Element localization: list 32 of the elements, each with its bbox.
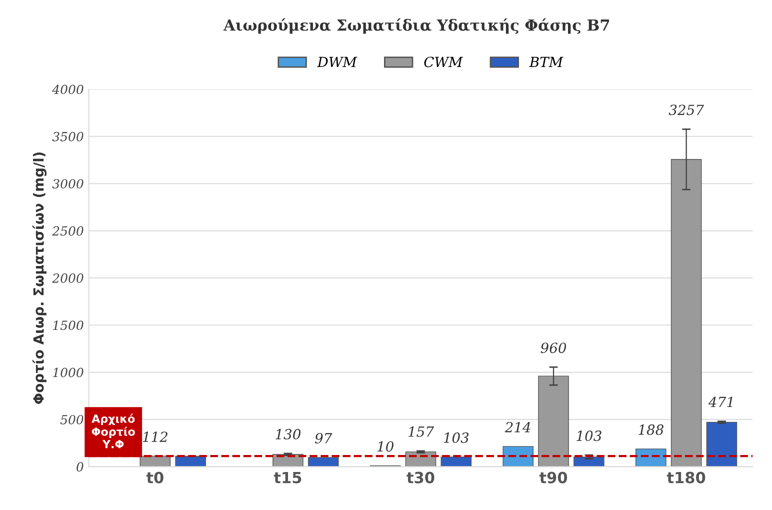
y-tick-label: 3000 [52,179,84,189]
legend-label: BTM [529,56,564,68]
x-tick-label: t0 [146,472,164,484]
y-tick-label: 1000 [52,368,84,378]
x-tick-label: t30 [406,472,434,484]
x-tick-label: t15 [274,472,302,484]
data-label: 112 [142,432,168,442]
data-label: 103 [576,430,602,442]
data-label: 103 [444,432,469,443]
y-tick-label: 1500 [52,320,84,330]
y-tick-label: 0 [76,462,84,472]
ref-line-label: Αρχικό Φορτίο Υ.Φ [92,414,135,448]
y-tick-label: 2500 [52,226,84,236]
data-label: 471 [708,396,732,408]
y-axis-title: Φορτίο Αιωρ. Σωματισίων (mg/l) [32,152,47,404]
chart-title: Αιωρούμενα Σωματίδια Υδατικής Φάσης Β7 [223,18,610,34]
data-label: 97 [314,432,332,444]
data-label: 3257 [668,104,704,116]
y-tick-label: 4000 [52,84,84,94]
data-label: 188 [638,424,664,435]
data-label: 10 [377,441,394,452]
x-tick-label: t90 [539,472,568,484]
data-label: 960 [540,342,566,354]
data-label: 157 [408,426,434,437]
y-tick-label: 2000 [52,273,84,283]
x-tick-label: t180 [666,472,706,484]
legend-label: CWM [424,56,463,68]
y-tick-label: 500 [60,414,84,424]
y-tick-label: 3500 [52,132,84,142]
data-label: 130 [276,428,300,440]
legend-label: DWM [317,56,358,68]
data-label: 214 [504,422,530,432]
